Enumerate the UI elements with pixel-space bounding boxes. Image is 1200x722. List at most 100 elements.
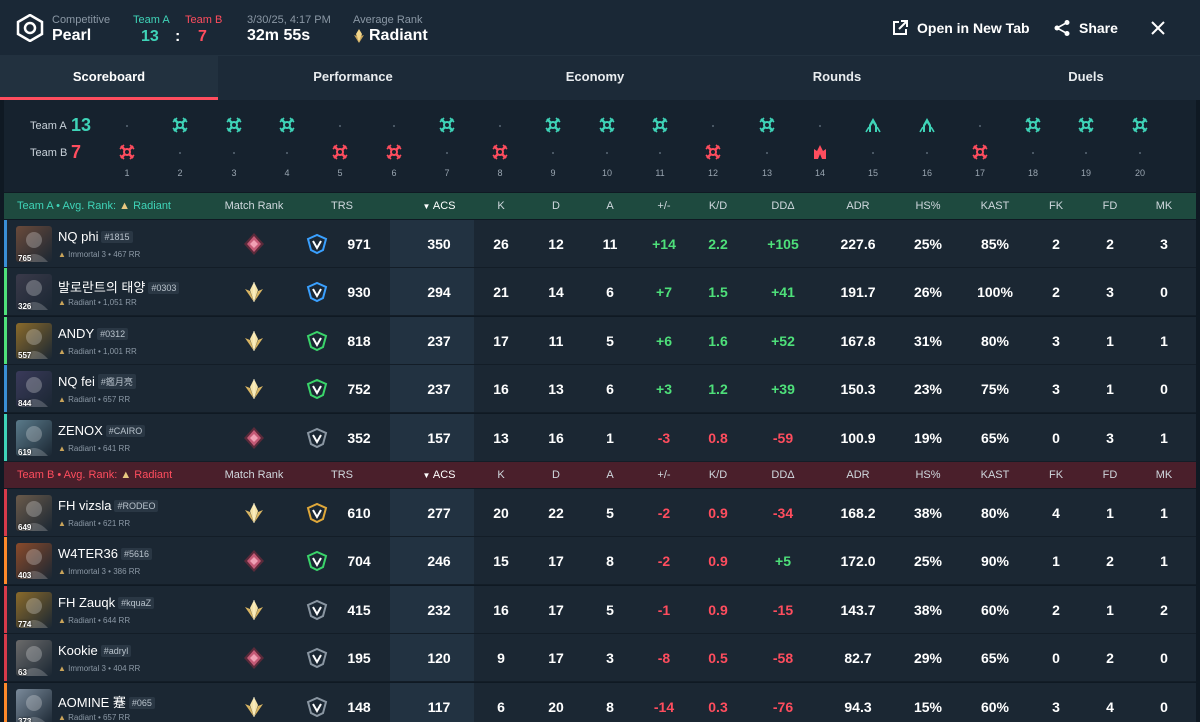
col-a[interactable]: A: [606, 469, 614, 481]
col-mk[interactable]: MK: [1155, 469, 1173, 481]
col-hs[interactable]: HS%: [915, 469, 941, 481]
round-16-spike-defuse-icon[interactable]: [919, 117, 935, 133]
player-row[interactable]: 373 AOMINE 蹇 #065 ▲ Radiant • 657 RR 148 117 6…: [4, 682, 1196, 722]
player-name-line[interactable]: FH vizsla #RODEO: [58, 498, 159, 513]
tab-performance[interactable]: Performance: [313, 69, 393, 84]
col-fd[interactable]: FD: [1102, 469, 1118, 481]
small-rank-icon: ▲: [58, 346, 66, 356]
round-19-empty-marker: [1085, 152, 1087, 154]
share-button[interactable]: Share: [1053, 19, 1118, 37]
tab-duels[interactable]: Duels: [1068, 69, 1104, 84]
player-name-line[interactable]: AOMINE 蹇 #065: [58, 692, 155, 711]
col-fk[interactable]: FK: [1048, 200, 1064, 212]
round-4-elimination-icon[interactable]: [279, 117, 295, 133]
col-k[interactable]: K: [497, 200, 505, 212]
col-adr[interactable]: ADR: [846, 200, 870, 212]
player-current-rank: ▲ Radiant • 644 RR: [58, 616, 130, 625]
stat-kd: 0.9: [708, 553, 728, 570]
acs-highlight: [390, 682, 474, 722]
col-adr[interactable]: ADR: [846, 469, 870, 481]
col-mk[interactable]: MK: [1155, 200, 1173, 212]
stat-mk: 0: [1160, 698, 1168, 715]
stat-k: 21: [493, 284, 509, 301]
team-b-name: Team B: [17, 469, 55, 481]
col-kast[interactable]: KAST: [980, 469, 1010, 481]
player-row[interactable]: 765 NQ phi #1815 ▲ Immortal 3 • 467 RR 971 35…: [4, 220, 1196, 268]
open-new-tab-button[interactable]: Open in New Tab: [891, 19, 1030, 37]
tab-rounds[interactable]: Rounds: [812, 69, 862, 84]
round-13-elimination-icon[interactable]: [759, 117, 775, 133]
player-name-line[interactable]: NQ fei #鑑月亮: [58, 374, 136, 390]
stat-fk: 2: [1052, 236, 1060, 252]
radiant-rank-icon: [354, 29, 364, 43]
share-label: Share: [1079, 20, 1118, 36]
player-tag: #鑑月亮: [97, 374, 136, 390]
tab-economy[interactable]: Economy: [565, 69, 625, 84]
col-kd[interactable]: K/D: [708, 469, 728, 481]
col-fk[interactable]: FK: [1048, 469, 1064, 481]
round-1-elimination-icon[interactable]: [119, 144, 135, 160]
col-dd[interactable]: DDΔ: [771, 200, 795, 212]
stat-d: 13: [548, 381, 564, 398]
round-11-elimination-icon[interactable]: [652, 117, 668, 133]
player-name-line[interactable]: 발로란트의 태양 #0303: [58, 277, 180, 296]
col-d[interactable]: D: [552, 469, 560, 481]
col-d[interactable]: D: [552, 200, 560, 212]
col-dd[interactable]: DDΔ: [771, 469, 795, 481]
round-6-elimination-icon[interactable]: [386, 144, 402, 160]
round-7-elimination-icon[interactable]: [439, 117, 455, 133]
col-hs[interactable]: HS%: [915, 200, 941, 212]
player-row[interactable]: 619 ZENOX #CAIRO ▲ Radiant • 641 RR 352 157 13…: [4, 413, 1196, 462]
col-kd[interactable]: K/D: [708, 200, 728, 212]
round-14-spike-detonate-icon[interactable]: [812, 144, 828, 160]
player-name-line[interactable]: ANDY #0312: [58, 326, 129, 341]
col-plus-minus[interactable]: +/-: [657, 200, 671, 212]
round-8-elimination-icon[interactable]: [492, 144, 508, 160]
player-name-line[interactable]: W4TER36 #5616: [58, 546, 152, 561]
player-name-line[interactable]: FH Zauqk #kquaZ: [58, 595, 155, 610]
player-name-line[interactable]: NQ phi #1815: [58, 229, 133, 244]
round-5-elimination-icon[interactable]: [332, 144, 348, 160]
col-a[interactable]: A: [606, 200, 614, 212]
stat-fd: 3: [1106, 429, 1114, 446]
round-19-elimination-icon[interactable]: [1078, 117, 1094, 133]
col-acs[interactable]: ▼ ACS: [409, 469, 469, 481]
round-10-elimination-icon[interactable]: [599, 117, 615, 133]
player-row[interactable]: 649 FH vizsla #RODEO ▲ Radiant • 621 RR 610 2…: [4, 489, 1196, 537]
tab-scoreboard[interactable]: Scoreboard: [0, 56, 218, 100]
col-kast[interactable]: KAST: [980, 200, 1010, 212]
round-12-empty-marker: [712, 125, 714, 127]
radiant-rank-icon: [245, 696, 263, 717]
col-k[interactable]: K: [497, 469, 505, 481]
round-12-elimination-icon[interactable]: [705, 144, 721, 160]
col-match-rank[interactable]: Match Rank: [224, 469, 284, 481]
stat-hs: 19%: [913, 429, 943, 446]
stat-kd: 0.8: [708, 429, 728, 446]
player-row[interactable]: 326 발로란트의 태양 #0303 ▲ Radiant • 1,051 RR 930 2…: [4, 268, 1196, 317]
round-9-elimination-icon[interactable]: [545, 117, 561, 133]
col-fd[interactable]: FD: [1102, 200, 1118, 212]
player-name-line[interactable]: ZENOX #CAIRO: [58, 423, 146, 438]
round-2-elimination-icon[interactable]: [172, 117, 188, 133]
player-row[interactable]: 844 NQ fei #鑑月亮 ▲ Radiant • 657 RR 752 237 16 1…: [4, 365, 1196, 414]
stat-acs: 294: [427, 284, 451, 301]
player-name-line[interactable]: Kookie #adryl: [58, 643, 132, 658]
col-trs[interactable]: TRS: [331, 469, 353, 481]
round-20-elimination-icon[interactable]: [1132, 117, 1148, 133]
close-icon[interactable]: [1148, 18, 1168, 38]
round-17-elimination-icon[interactable]: [972, 144, 988, 160]
round-15-spike-defuse-icon[interactable]: [865, 117, 881, 133]
player-row[interactable]: 774 FH Zauqk #kquaZ ▲ Radiant • 644 RR 415 23…: [4, 585, 1196, 634]
round-3-elimination-icon[interactable]: [226, 117, 242, 133]
stat-a: 11: [602, 236, 618, 252]
player-row[interactable]: 557 ANDY #0312 ▲ Radiant • 1,001 RR 818 237 17…: [4, 316, 1196, 365]
small-rank-icon: ▲: [58, 567, 66, 577]
round-18-elimination-icon[interactable]: [1025, 117, 1041, 133]
col-plus-minus[interactable]: +/-: [657, 469, 671, 481]
col-trs[interactable]: TRS: [331, 200, 353, 212]
col-acs[interactable]: ▼ ACS: [409, 200, 469, 212]
player-row[interactable]: 403 W4TER36 #5616 ▲ Immortal 3 • 386 RR 704 2…: [4, 537, 1196, 586]
col-match-rank[interactable]: Match Rank: [224, 200, 284, 212]
round-number: 6: [391, 168, 397, 178]
player-row[interactable]: 63 Kookie #adryl ▲ Immortal 3 • 404 RR 195 12…: [4, 634, 1196, 683]
